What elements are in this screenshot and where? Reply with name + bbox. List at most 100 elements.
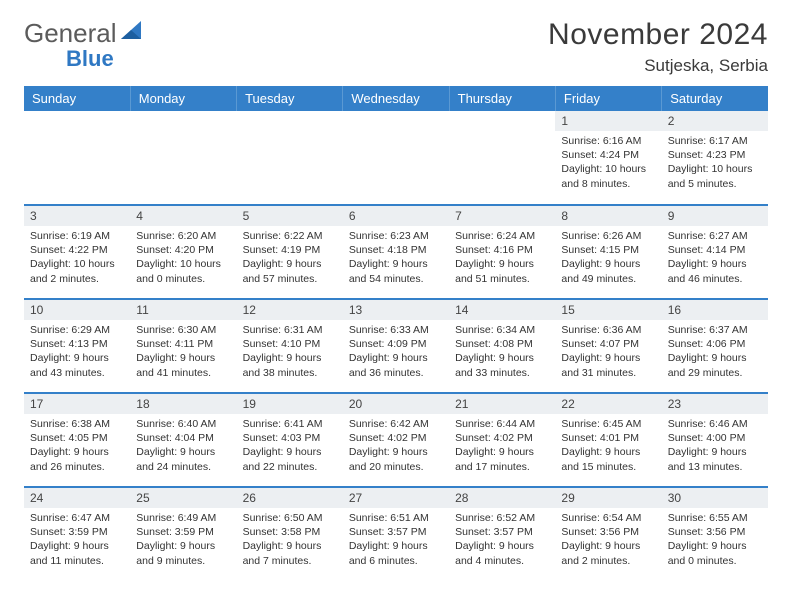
calendar-day-cell: 19Sunrise: 6:41 AMSunset: 4:03 PMDayligh…	[237, 393, 343, 487]
day-number: 21	[449, 394, 555, 414]
sunset-text: Sunset: 4:18 PM	[349, 243, 443, 257]
calendar-day-cell: 26 Sunrise: 6:50 AMSunset: 3:58 PMDayligh…	[237, 487, 343, 581]
calendar-day-cell	[343, 111, 449, 205]
sunset-text: Sunset: 4:05 PM	[30, 431, 124, 445]
day-number: 19	[237, 394, 343, 414]
calendar-day-cell: 13Sunrise: 6:33 AMSunset: 4:09 PMDayligh…	[343, 299, 449, 393]
day-details: Sunrise: 6:24 AMSunset: 4:16 PMDaylight:…	[449, 226, 555, 290]
calendar-page: General Blue November 2024 Sutjeska, Ser…	[0, 0, 792, 612]
sunrise-text: Sunrise: 6:49 AM	[136, 511, 230, 525]
sunrise-text: Sunrise: 6:38 AM	[30, 417, 124, 431]
calendar-week-row: 10Sunrise: 6:29 AMSunset: 4:13 PMDayligh…	[24, 299, 768, 393]
day-details: Sunrise: 6:22 AMSunset: 4:19 PMDaylight:…	[237, 226, 343, 290]
sunrise-text: Sunrise: 6:42 AM	[349, 417, 443, 431]
sunset-text: Sunset: 4:15 PM	[561, 243, 655, 257]
sunset-text: Sunset: 4:10 PM	[243, 337, 337, 351]
day-number: 30	[662, 488, 768, 508]
daylight-text: Daylight: 9 hours and 31 minutes.	[561, 351, 655, 379]
daylight-text: Daylight: 10 hours and 5 minutes.	[668, 162, 762, 190]
calendar-day-cell: 9Sunrise: 6:27 AMSunset: 4:14 PMDaylight…	[662, 205, 768, 299]
sunset-text: Sunset: 3:57 PM	[349, 525, 443, 539]
logo-text-2: Blue	[66, 46, 114, 72]
calendar-week-row: 17Sunrise: 6:38 AMSunset: 4:05 PMDayligh…	[24, 393, 768, 487]
day-number: 1	[555, 111, 661, 131]
location: Sutjeska, Serbia	[548, 56, 768, 76]
weekday-header: Thursday	[449, 86, 555, 111]
sunrise-text: Sunrise: 6:23 AM	[349, 229, 443, 243]
sunset-text: Sunset: 4:19 PM	[243, 243, 337, 257]
day-number: 26	[237, 488, 343, 508]
calendar-day-cell: 18Sunrise: 6:40 AMSunset: 4:04 PMDayligh…	[130, 393, 236, 487]
day-number: 24	[24, 488, 130, 508]
daylight-text: Daylight: 9 hours and 49 minutes.	[561, 257, 655, 285]
day-details: Sunrise: 6:55 AMSunset: 3:56 PMDaylight:…	[662, 508, 768, 572]
sunrise-text: Sunrise: 6:34 AM	[455, 323, 549, 337]
day-number: 12	[237, 300, 343, 320]
daylight-text: Daylight: 9 hours and 15 minutes.	[561, 445, 655, 473]
calendar-header-row: Sunday Monday Tuesday Wednesday Thursday…	[24, 86, 768, 111]
day-number: 15	[555, 300, 661, 320]
day-number: 14	[449, 300, 555, 320]
daylight-text: Daylight: 10 hours and 2 minutes.	[30, 257, 124, 285]
day-details: Sunrise: 6:42 AMSunset: 4:02 PMDaylight:…	[343, 414, 449, 478]
day-details: Sunrise: 6:46 AMSunset: 4:00 PMDaylight:…	[662, 414, 768, 478]
daylight-text: Daylight: 9 hours and 51 minutes.	[455, 257, 549, 285]
weekday-header: Monday	[130, 86, 236, 111]
day-number: 17	[24, 394, 130, 414]
sunrise-text: Sunrise: 6:36 AM	[561, 323, 655, 337]
sunset-text: Sunset: 3:58 PM	[243, 525, 337, 539]
daylight-text: Daylight: 9 hours and 20 minutes.	[349, 445, 443, 473]
calendar-day-cell: 29Sunrise: 6:54 AMSunset: 3:56 PMDayligh…	[555, 487, 661, 581]
sunrise-text: Sunrise: 6:47 AM	[30, 511, 124, 525]
sunrise-text: Sunrise: 6:33 AM	[349, 323, 443, 337]
calendar-day-cell: 28Sunrise: 6:52 AMSunset: 3:57 PMDayligh…	[449, 487, 555, 581]
daylight-text: Daylight: 9 hours and 46 minutes.	[668, 257, 762, 285]
daylight-text: Daylight: 9 hours and 43 minutes.	[30, 351, 124, 379]
calendar-day-cell: 20Sunrise: 6:42 AMSunset: 4:02 PMDayligh…	[343, 393, 449, 487]
day-details: Sunrise: 6:16 AMSunset: 4:24 PMDaylight:…	[555, 131, 661, 195]
calendar-day-cell: 12Sunrise: 6:31 AMSunset: 4:10 PMDayligh…	[237, 299, 343, 393]
day-number: 13	[343, 300, 449, 320]
calendar-day-cell: 21Sunrise: 6:44 AMSunset: 4:02 PMDayligh…	[449, 393, 555, 487]
sunrise-text: Sunrise: 6:55 AM	[668, 511, 762, 525]
sunrise-text: Sunrise: 6:24 AM	[455, 229, 549, 243]
sunrise-text: Sunrise: 6:16 AM	[561, 134, 655, 148]
calendar-day-cell	[24, 111, 130, 205]
sunrise-text: Sunrise: 6:50 AM	[243, 511, 337, 525]
weekday-header: Wednesday	[343, 86, 449, 111]
sunrise-text: Sunrise: 6:41 AM	[243, 417, 337, 431]
calendar-day-cell: 7Sunrise: 6:24 AMSunset: 4:16 PMDaylight…	[449, 205, 555, 299]
day-details: Sunrise: 6:38 AMSunset: 4:05 PMDaylight:…	[24, 414, 130, 478]
sunset-text: Sunset: 4:24 PM	[561, 148, 655, 162]
sunrise-text: Sunrise: 6:29 AM	[30, 323, 124, 337]
sunrise-text: Sunrise: 6:44 AM	[455, 417, 549, 431]
daylight-text: Daylight: 9 hours and 17 minutes.	[455, 445, 549, 473]
calendar-week-row: 24Sunrise: 6:47 AMSunset: 3:59 PMDayligh…	[24, 487, 768, 581]
daylight-text: Daylight: 9 hours and 36 minutes.	[349, 351, 443, 379]
day-number: 27	[343, 488, 449, 508]
calendar-day-cell: 10Sunrise: 6:29 AMSunset: 4:13 PMDayligh…	[24, 299, 130, 393]
day-details: Sunrise: 6:52 AMSunset: 3:57 PMDaylight:…	[449, 508, 555, 572]
sunset-text: Sunset: 4:02 PM	[349, 431, 443, 445]
calendar-day-cell	[237, 111, 343, 205]
sunset-text: Sunset: 4:03 PM	[243, 431, 337, 445]
daylight-text: Daylight: 9 hours and 2 minutes.	[561, 539, 655, 567]
day-number: 20	[343, 394, 449, 414]
weekday-header: Saturday	[662, 86, 768, 111]
day-number: 2	[662, 111, 768, 131]
sunrise-text: Sunrise: 6:19 AM	[30, 229, 124, 243]
calendar-day-cell: 4Sunrise: 6:20 AMSunset: 4:20 PMDaylight…	[130, 205, 236, 299]
day-number: 25	[130, 488, 236, 508]
logo: General Blue	[24, 18, 143, 49]
day-number: 29	[555, 488, 661, 508]
sunset-text: Sunset: 4:13 PM	[30, 337, 124, 351]
day-details: Sunrise: 6:51 AMSunset: 3:57 PMDaylight:…	[343, 508, 449, 572]
daylight-text: Daylight: 9 hours and 26 minutes.	[30, 445, 124, 473]
daylight-text: Daylight: 9 hours and 7 minutes.	[243, 539, 337, 567]
calendar-day-cell: 22Sunrise: 6:45 AMSunset: 4:01 PMDayligh…	[555, 393, 661, 487]
calendar-day-cell: 17Sunrise: 6:38 AMSunset: 4:05 PMDayligh…	[24, 393, 130, 487]
day-details: Sunrise: 6:54 AMSunset: 3:56 PMDaylight:…	[555, 508, 661, 572]
sunrise-text: Sunrise: 6:40 AM	[136, 417, 230, 431]
day-details: Sunrise: 6:49 AMSunset: 3:59 PMDaylight:…	[130, 508, 236, 572]
sunset-text: Sunset: 4:11 PM	[136, 337, 230, 351]
